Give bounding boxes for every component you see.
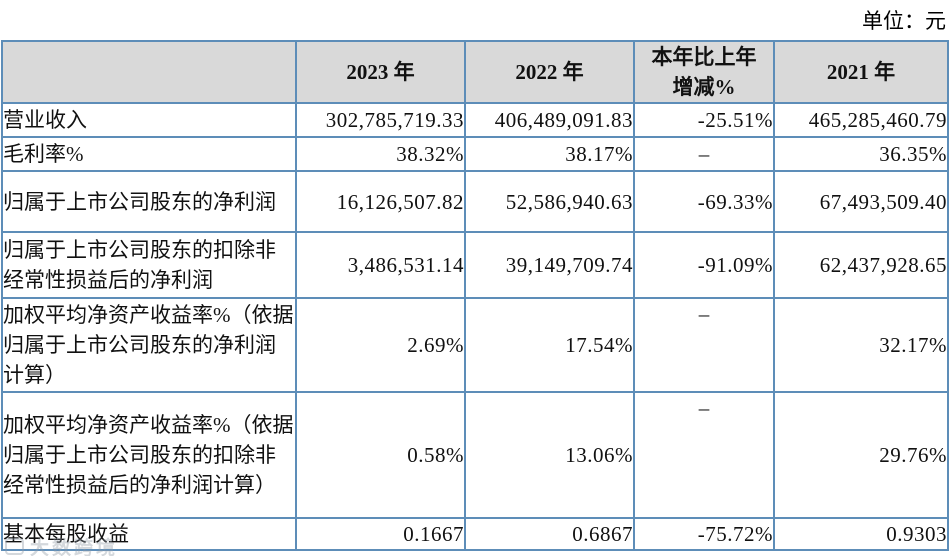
value-2022-cell: 39,149,709.74 bbox=[464, 231, 635, 299]
metric-cell: 毛利率% bbox=[1, 136, 297, 172]
column-header-2022: 2022 年 bbox=[464, 40, 635, 104]
change-cell: -69.33% bbox=[633, 170, 775, 233]
table-row-weighted-avg-roe-excl-nonrecurring: 加权平均净资产收益率%（依据归属于上市公司股东的扣除非经常性损益后的净利润计算）… bbox=[1, 391, 949, 519]
table-row-net-profit: 归属于上市公司股东的净利润 16,126,507.82 52,586,940.6… bbox=[1, 170, 949, 233]
change-cell: -91.09% bbox=[633, 231, 775, 299]
column-header-change-line1: 本年比上年 bbox=[651, 45, 757, 69]
metric-cell: 基本每股收益 bbox=[1, 517, 297, 551]
value-2022-cell: 17.54% bbox=[464, 297, 635, 393]
corner-cell bbox=[1, 40, 297, 104]
table-header-row: 2023 年 2022 年 本年比上年 增减% 2021 年 bbox=[1, 40, 949, 104]
value-2021-cell: 62,437,928.65 bbox=[773, 231, 949, 299]
column-header-change: 本年比上年 增减% bbox=[633, 40, 775, 104]
value-2021-cell: 465,285,460.79 bbox=[773, 102, 949, 138]
column-header-2023: 2023 年 bbox=[295, 40, 466, 104]
column-header-change-line2: 增减% bbox=[672, 75, 736, 99]
unit-label: 单位：元 bbox=[862, 9, 946, 33]
value-2023-cell: 2.69% bbox=[295, 297, 466, 393]
value-2023-cell: 0.58% bbox=[295, 391, 466, 519]
value-2023-cell: 0.1667 bbox=[295, 517, 466, 551]
table-row-net-profit-excl-nonrecurring: 归属于上市公司股东的扣除非经常性损益后的净利润 3,486,531.14 39,… bbox=[1, 231, 949, 299]
table-row-basic-eps: 基本每股收益 0.1667 0.6867 -75.72% 0.9303 bbox=[1, 517, 949, 551]
value-2022-cell: 52,586,940.63 bbox=[464, 170, 635, 233]
value-2021-cell: 0.9303 bbox=[773, 517, 949, 551]
value-2022-cell: 13.06% bbox=[464, 391, 635, 519]
table-row-revenue: 营业收入 302,785,719.33 406,489,091.83 -25.5… bbox=[1, 102, 949, 138]
value-2022-cell: 406,489,091.83 bbox=[464, 102, 635, 138]
value-2023-cell: 38.32% bbox=[295, 136, 466, 172]
value-2021-cell: 67,493,509.40 bbox=[773, 170, 949, 233]
change-cell: -75.72% bbox=[633, 517, 775, 551]
value-2023-cell: 16,126,507.82 bbox=[295, 170, 466, 233]
change-cell: -25.51% bbox=[633, 102, 775, 138]
column-header-2021: 2021 年 bbox=[773, 40, 949, 104]
value-2023-cell: 3,486,531.14 bbox=[295, 231, 466, 299]
change-cell: – bbox=[633, 391, 775, 519]
value-2021-cell: 29.76% bbox=[773, 391, 949, 519]
change-cell: – bbox=[633, 297, 775, 393]
change-cell: – bbox=[633, 136, 775, 172]
metric-cell: 归属于上市公司股东的扣除非经常性损益后的净利润 bbox=[1, 231, 297, 299]
table-row-weighted-avg-roe: 加权平均净资产收益率%（依据归属于上市公司股东的净利润计算） 2.69% 17.… bbox=[1, 297, 949, 393]
value-2022-cell: 0.6867 bbox=[464, 517, 635, 551]
financial-summary-table: 2023 年 2022 年 本年比上年 增减% 2021 年 营业收入 302,… bbox=[1, 40, 949, 551]
value-2022-cell: 38.17% bbox=[464, 136, 635, 172]
metric-cell: 加权平均净资产收益率%（依据归属于上市公司股东的扣除非经常性损益后的净利润计算） bbox=[1, 391, 297, 519]
value-2023-cell: 302,785,719.33 bbox=[295, 102, 466, 138]
metric-cell: 营业收入 bbox=[1, 102, 297, 138]
metric-cell: 归属于上市公司股东的净利润 bbox=[1, 170, 297, 233]
metric-cell: 加权平均净资产收益率%（依据归属于上市公司股东的净利润计算） bbox=[1, 297, 297, 393]
value-2021-cell: 36.35% bbox=[773, 136, 949, 172]
value-2021-cell: 32.17% bbox=[773, 297, 949, 393]
table-row-gross-margin: 毛利率% 38.32% 38.17% – 36.35% bbox=[1, 136, 949, 172]
